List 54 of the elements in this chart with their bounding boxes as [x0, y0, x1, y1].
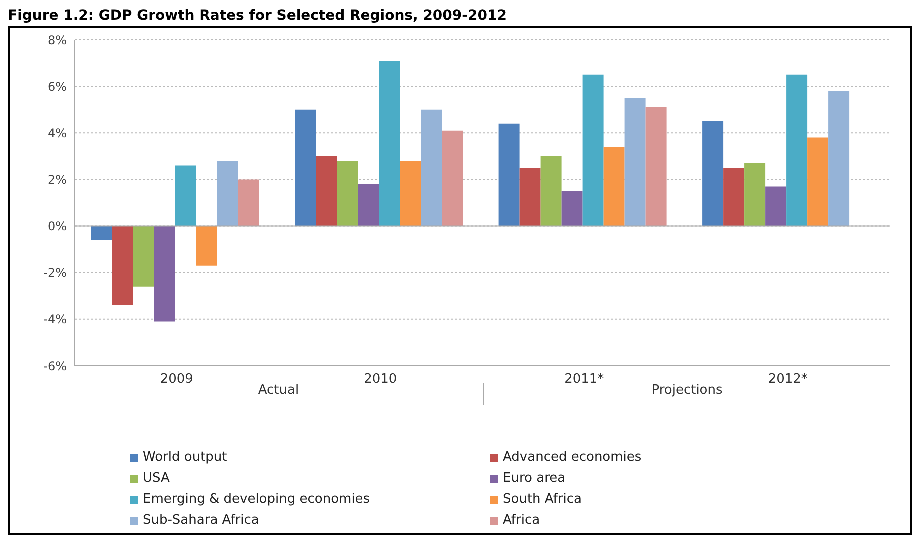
- bar: [540, 156, 562, 226]
- bar: [217, 161, 238, 226]
- bar: [624, 98, 646, 226]
- bar: [828, 91, 850, 226]
- bar: [91, 226, 112, 240]
- x-tick-label: 2012*: [768, 372, 808, 388]
- legend-label: USA: [143, 471, 170, 486]
- bar: [112, 226, 134, 306]
- bar: [358, 184, 380, 226]
- legend-label: South Africa: [503, 492, 582, 507]
- bar: [520, 168, 541, 226]
- bar: [562, 191, 583, 226]
- bar: [238, 180, 260, 226]
- x-tick-label: 2010: [364, 372, 398, 388]
- bar: [702, 122, 724, 226]
- bar: [724, 168, 745, 226]
- bar: [379, 60, 400, 226]
- legend-label: Sub-Sahara Africa: [143, 513, 260, 528]
- bar: [154, 226, 176, 322]
- bar: [133, 226, 154, 287]
- legend-label: Euro area: [503, 471, 566, 486]
- bar: [604, 147, 625, 226]
- bar: [744, 163, 766, 226]
- bar: [498, 124, 520, 226]
- bar: [400, 161, 422, 226]
- bar: [646, 108, 667, 226]
- y-tick-label: 8%: [48, 33, 67, 48]
- bar: [582, 74, 604, 226]
- y-tick-label: -4%: [44, 312, 67, 327]
- text: Actual: [258, 383, 300, 398]
- y-tick-label: 4%: [48, 126, 67, 140]
- bar: [196, 226, 218, 266]
- chart-title: Figure 1.2: GDP Growth Rates for Selected Regions, 2009-2012: [8, 8, 508, 24]
- x-tick-label: 2011*: [564, 372, 605, 388]
- y-tick-label: 0%: [48, 220, 67, 234]
- y-tick-label: 6%: [48, 80, 67, 94]
- bar: [421, 110, 442, 226]
- legend-label: World output: [143, 450, 228, 465]
- bar: [175, 166, 196, 226]
- legend-label: Emerging & developing economies: [143, 492, 370, 507]
- x-tick-label: 2009: [160, 372, 194, 388]
- bar: [295, 110, 316, 226]
- bar: [316, 156, 338, 226]
- legend-label: Advanced economies: [503, 450, 642, 465]
- bar: [442, 130, 464, 226]
- y-tick-label: -6%: [44, 359, 67, 374]
- bar: [786, 74, 808, 226]
- bar: [337, 161, 358, 226]
- text: Projections: [652, 383, 723, 398]
- bar: [766, 186, 787, 226]
- legend-label: Africa: [503, 513, 540, 528]
- y-tick-label: 2%: [48, 172, 67, 187]
- bar: [808, 138, 829, 226]
- y-tick-label: -2%: [44, 266, 67, 280]
